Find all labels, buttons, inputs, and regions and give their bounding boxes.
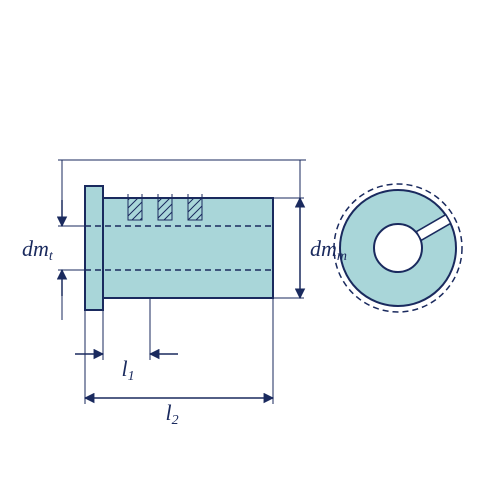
dim-label: l2 bbox=[165, 400, 178, 428]
dim-label: dmt bbox=[22, 236, 54, 264]
set-screw bbox=[128, 198, 142, 220]
dim-label: l1 bbox=[121, 356, 134, 384]
set-screw bbox=[158, 198, 172, 220]
end-bore bbox=[374, 224, 422, 272]
set-screw bbox=[188, 198, 202, 220]
flange-fill bbox=[85, 186, 103, 310]
